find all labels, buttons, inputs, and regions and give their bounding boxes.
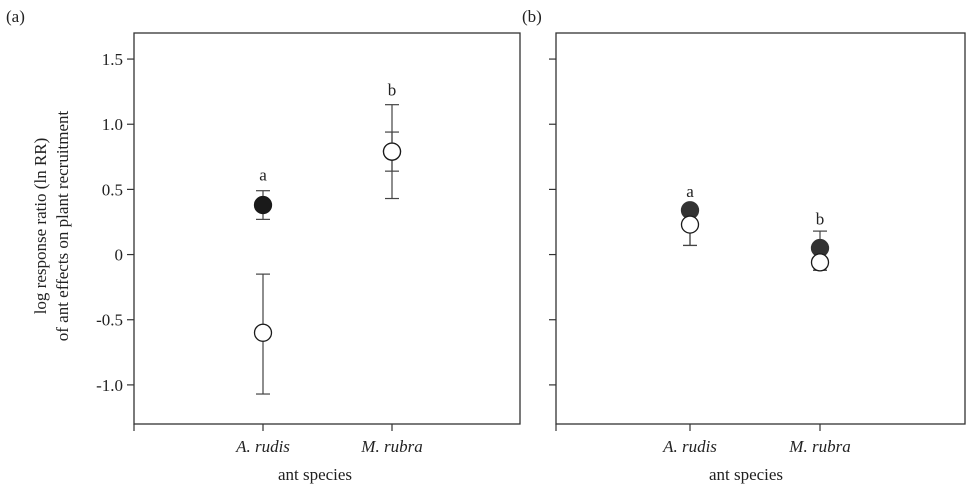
plot-frame — [555, 32, 966, 425]
significance-letter: b — [816, 210, 825, 229]
y-axis-label-line-2: of ant effects on plant recruitment — [53, 110, 72, 341]
open-point — [253, 323, 273, 342]
open-point — [810, 253, 830, 272]
x-tick-label: M. rubra — [788, 437, 850, 456]
panel-label: (b) — [522, 7, 542, 26]
x-tick-label: A. rudis — [662, 437, 717, 456]
open-point — [382, 142, 402, 161]
panel-label: (a) — [6, 7, 25, 26]
x-tick-label: A. rudis — [235, 437, 290, 456]
x-axis-label: ant species — [278, 465, 352, 484]
significance-letter: b — [388, 81, 397, 100]
x-tick-label: M. rubra — [360, 437, 422, 456]
plot-area-b: A. rudis M. rubra a b — [549, 32, 966, 456]
y-tick-label: -1.0 — [96, 376, 123, 395]
y-tick-label: 0 — [115, 246, 124, 265]
y-tick-label: 1.5 — [102, 50, 123, 69]
y-axis-label-line-1: log response ratio (ln RR) — [31, 138, 50, 315]
filled-point — [253, 195, 273, 215]
y-tick-label: 1.0 — [102, 115, 123, 134]
panel-a: (a) log response ratio (ln RR) of ant ef… — [6, 7, 521, 484]
panel-b: (b) ant species A. rudis M. rubra a b — [522, 7, 966, 484]
open-point — [680, 215, 700, 234]
significance-letter: a — [259, 165, 267, 184]
x-axis-label: ant species — [709, 465, 783, 484]
y-tick-label: 0.5 — [102, 180, 123, 199]
significance-letter: a — [686, 182, 694, 201]
y-tick-label: -0.5 — [96, 311, 123, 330]
plot-area-a: 1.5 1.0 0.5 0 -0.5 -1.0 A. rudis M. rubra a b — [96, 32, 521, 456]
plot-frame — [133, 32, 521, 425]
